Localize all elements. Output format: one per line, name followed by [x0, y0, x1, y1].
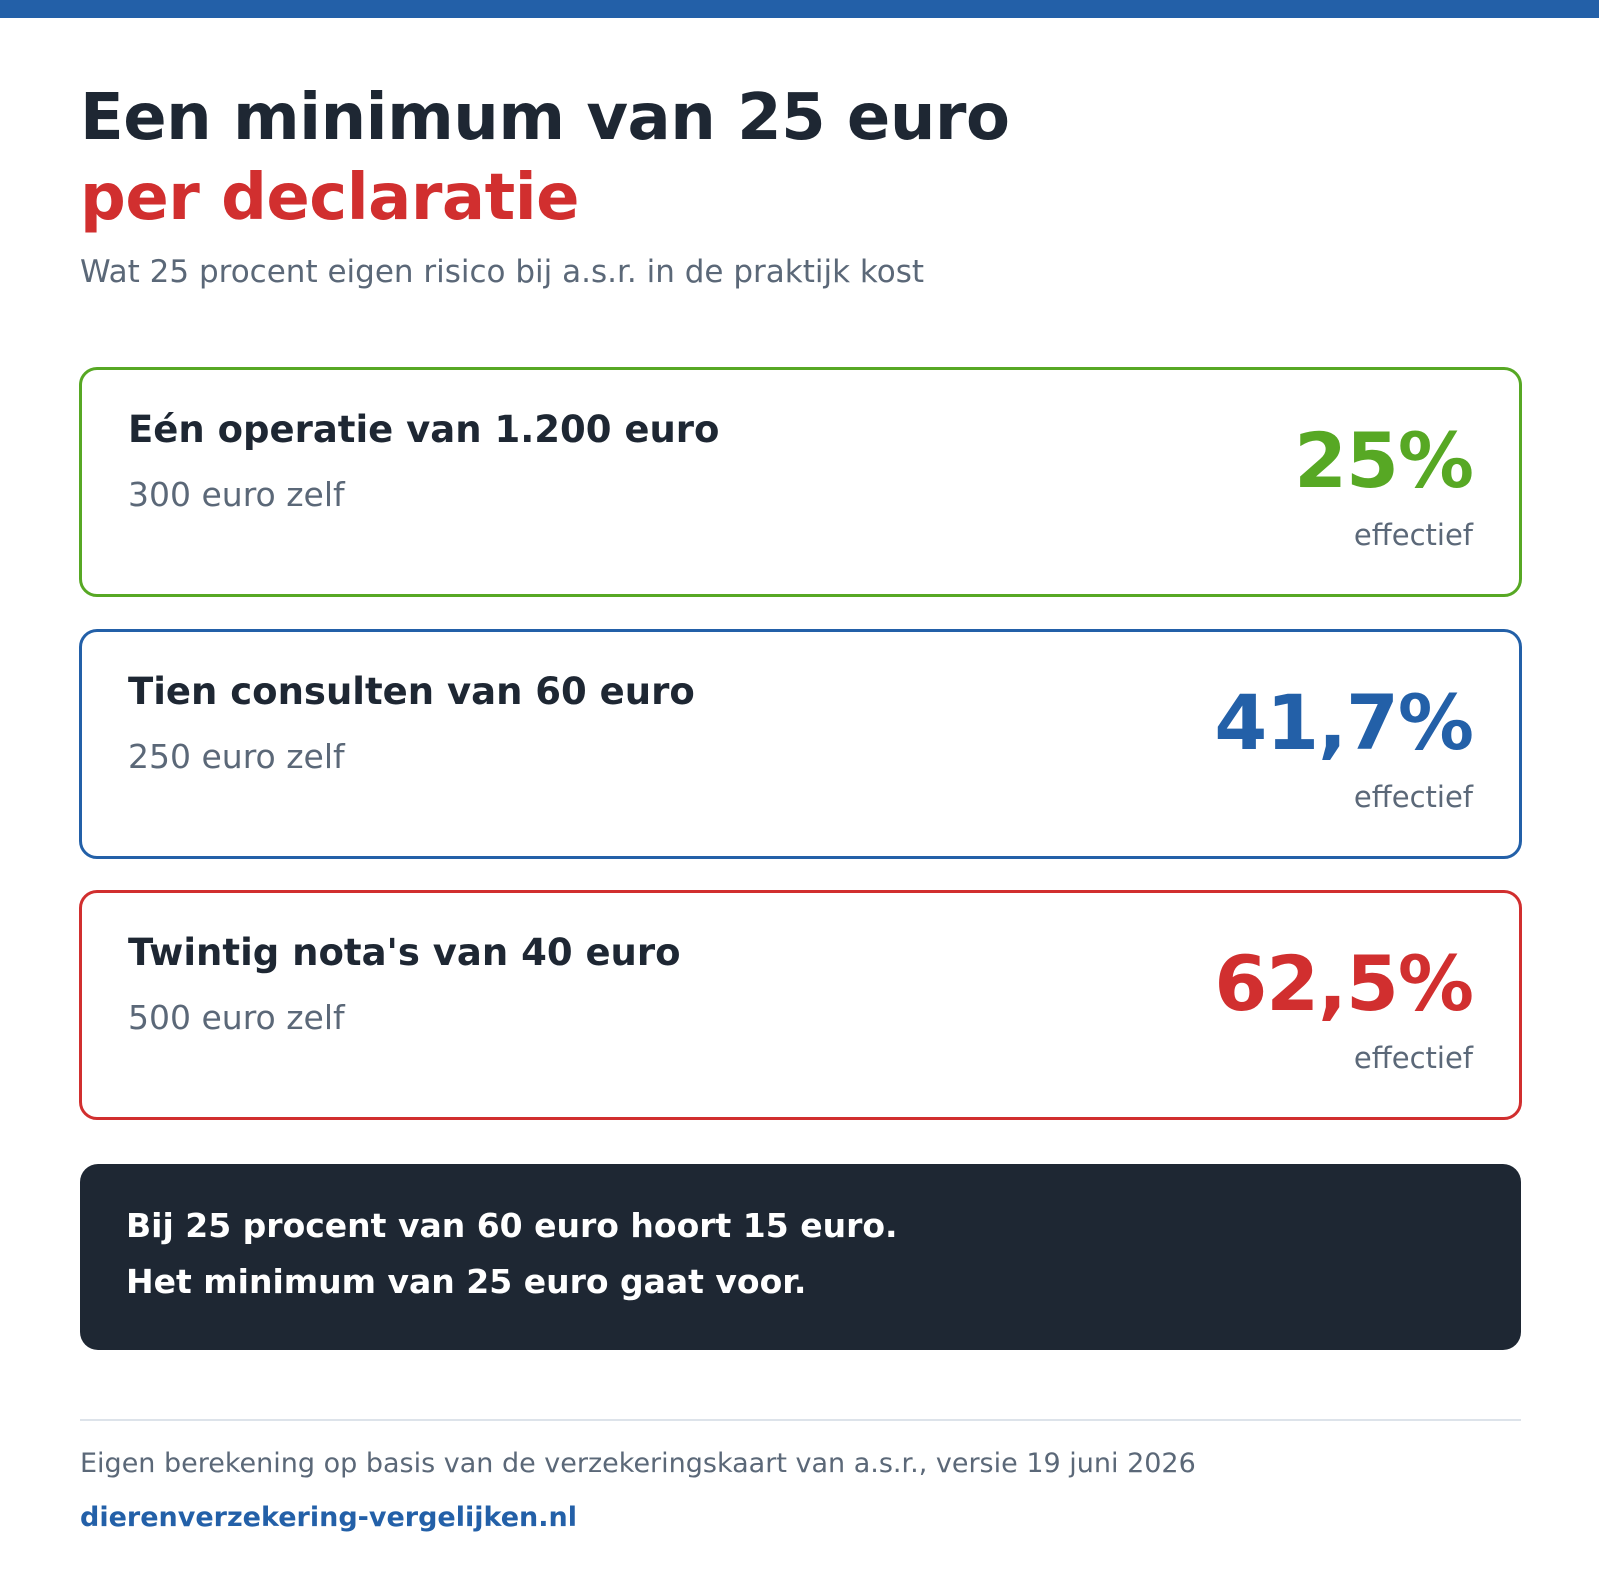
card-percentage-label: effectief	[1353, 780, 1473, 814]
top-accent-bar	[0, 0, 1599, 18]
source-note: Eigen berekening op basis van de verzeke…	[80, 1448, 1196, 1479]
card-title: Tien consulten van 60 euro	[128, 670, 695, 713]
card-title: Eén operatie van 1.200 euro	[128, 408, 720, 451]
card-own-cost: 300 euro zelf	[128, 475, 345, 514]
card-percentage-label: effectief	[1353, 1041, 1473, 1075]
page-title: Een minimum van 25 euro	[80, 81, 1010, 155]
card-percentage: 62,5%	[1214, 939, 1474, 1028]
card-consults: Tien consulten van 60 euro 250 euro zelf…	[79, 629, 1522, 859]
footer-divider	[80, 1419, 1521, 1421]
note-line-1: Bij 25 procent van 60 euro hoort 15 euro…	[126, 1206, 898, 1245]
card-invoices: Twintig nota's van 40 euro 500 euro zelf…	[79, 890, 1522, 1120]
page-subtitle: Wat 25 procent eigen risico bij a.s.r. i…	[80, 254, 924, 290]
explanation-note: Bij 25 procent van 60 euro hoort 15 euro…	[80, 1164, 1521, 1350]
card-percentage: 41,7%	[1214, 678, 1474, 767]
card-title: Twintig nota's van 40 euro	[128, 931, 681, 974]
card-percentage: 25%	[1294, 416, 1474, 505]
page-title-accent: per declaratie	[80, 161, 580, 235]
card-own-cost: 500 euro zelf	[128, 998, 345, 1037]
site-link[interactable]: dierenverzekering-vergelijken.nl	[80, 1502, 577, 1533]
card-own-cost: 250 euro zelf	[128, 737, 345, 776]
card-percentage-label: effectief	[1353, 518, 1473, 552]
note-line-2: Het minimum van 25 euro gaat voor.	[126, 1262, 807, 1301]
card-operation: Eén operatie van 1.200 euro 300 euro zel…	[79, 367, 1522, 597]
